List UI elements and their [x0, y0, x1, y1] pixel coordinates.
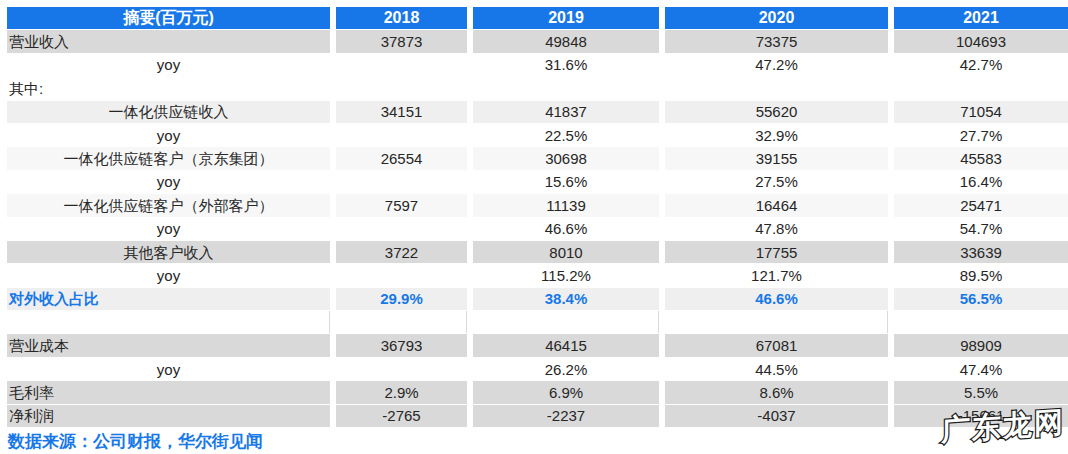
summary-table: 摘要(百万元) 2018 2019 2020 2021 营业收入 37873 49848 733… [7, 7, 1068, 427]
value-cell [336, 171, 467, 193]
value-cell: 26554 [336, 147, 467, 169]
row-label-cell: 对外收入占比 [7, 288, 330, 310]
row-label-cell: 一体化供应链收入 [7, 101, 330, 123]
value-cell: 41837 [473, 101, 659, 123]
row-label-cell: 其中: [7, 77, 330, 99]
value-cell: 5.5% [894, 381, 1068, 403]
row-label-cell: 其他客户收入 [7, 241, 330, 263]
value-cell: 26.2% [473, 358, 659, 380]
value-cell: 121.7% [665, 264, 888, 286]
value-cell: 73375 [665, 30, 888, 52]
value-cell: 31.6% [473, 54, 659, 76]
row-label-cell: 一体化供应链客户（京东集团） [7, 147, 330, 169]
value-cell: 98909 [894, 334, 1068, 356]
row-label-cell: 一体化供应链客户（外部客户） [7, 194, 330, 216]
header-year-cell: 2021 [894, 7, 1068, 29]
value-cell: 30698 [473, 147, 659, 169]
row-label-cell: yoy [7, 358, 330, 380]
value-cell [473, 311, 659, 333]
value-cell: 27.7% [894, 124, 1068, 146]
value-cell: 22.5% [473, 124, 659, 146]
row-label-cell: yoy [7, 54, 330, 76]
value-cell: 115.2% [473, 264, 659, 286]
header-label-cell: 摘要(百万元) [7, 7, 330, 29]
value-cell: 89.5% [894, 264, 1068, 286]
row-label-cell: yoy [7, 124, 330, 146]
financial-summary-page: 摘要(百万元) 2018 2019 2020 2021 营业收入 37873 49848 733… [0, 0, 1068, 454]
value-cell: 6.9% [473, 381, 659, 403]
row-label-cell: yoy [7, 218, 330, 240]
value-cell: 27.5% [665, 171, 888, 193]
value-cell [336, 54, 467, 76]
value-cell: 16464 [665, 194, 888, 216]
value-cell: -4037 [665, 405, 888, 427]
value-cell [336, 311, 467, 333]
value-cell: 37873 [336, 30, 467, 52]
value-cell: 46.6% [665, 288, 888, 310]
header-year-cell: 2019 [473, 7, 659, 29]
value-cell: -2237 [473, 405, 659, 427]
value-cell [894, 77, 1068, 99]
value-cell: 15.6% [473, 171, 659, 193]
value-cell: 45583 [894, 147, 1068, 169]
watermark: 广东龙网 [941, 403, 1065, 452]
value-cell: 47.4% [894, 358, 1068, 380]
value-cell: 54.7% [894, 218, 1068, 240]
value-cell: 25471 [894, 194, 1068, 216]
value-cell: -2765 [336, 405, 467, 427]
data-source-note: 数据来源：公司财报，华尔街见闻 [8, 430, 263, 453]
header-year-cell: 2020 [665, 7, 888, 29]
value-cell: 16.4% [894, 171, 1068, 193]
value-cell [665, 77, 888, 99]
value-cell [473, 77, 659, 99]
value-cell: 8.6% [665, 381, 888, 403]
row-label-cell: 营业收入 [7, 30, 330, 52]
value-cell: 3722 [336, 241, 467, 263]
value-cell: 46415 [473, 334, 659, 356]
value-cell: 11139 [473, 194, 659, 216]
value-cell: 7597 [336, 194, 467, 216]
value-cell: 47.2% [665, 54, 888, 76]
value-cell [336, 264, 467, 286]
row-label-cell: 毛利率 [7, 381, 330, 403]
value-cell: 29.9% [336, 288, 467, 310]
value-cell: 36793 [336, 334, 467, 356]
value-cell: 2.9% [336, 381, 467, 403]
row-label-cell: 营业成本 [7, 334, 330, 356]
value-cell: 49848 [473, 30, 659, 52]
value-cell [336, 124, 467, 146]
value-cell: 44.5% [665, 358, 888, 380]
value-cell: 55620 [665, 101, 888, 123]
value-cell: 17755 [665, 241, 888, 263]
row-label-cell [7, 311, 330, 333]
value-cell: 104693 [894, 30, 1068, 52]
row-label-cell: yoy [7, 264, 330, 286]
value-cell: 56.5% [894, 288, 1068, 310]
value-cell: 38.4% [473, 288, 659, 310]
value-cell: 34151 [336, 101, 467, 123]
row-label-cell: 净利润 [7, 405, 330, 427]
value-cell: 33639 [894, 241, 1068, 263]
value-cell: 46.6% [473, 218, 659, 240]
value-cell [336, 358, 467, 380]
value-cell: 32.9% [665, 124, 888, 146]
value-cell: 39155 [665, 147, 888, 169]
value-cell [665, 311, 888, 333]
header-year-cell: 2018 [336, 7, 467, 29]
row-label-cell: yoy [7, 171, 330, 193]
value-cell: 42.7% [894, 54, 1068, 76]
value-cell: 8010 [473, 241, 659, 263]
value-cell: 71054 [894, 101, 1068, 123]
value-cell [894, 311, 1068, 333]
value-cell [336, 77, 467, 99]
value-cell [336, 218, 467, 240]
value-cell: 47.8% [665, 218, 888, 240]
value-cell: 67081 [665, 334, 888, 356]
